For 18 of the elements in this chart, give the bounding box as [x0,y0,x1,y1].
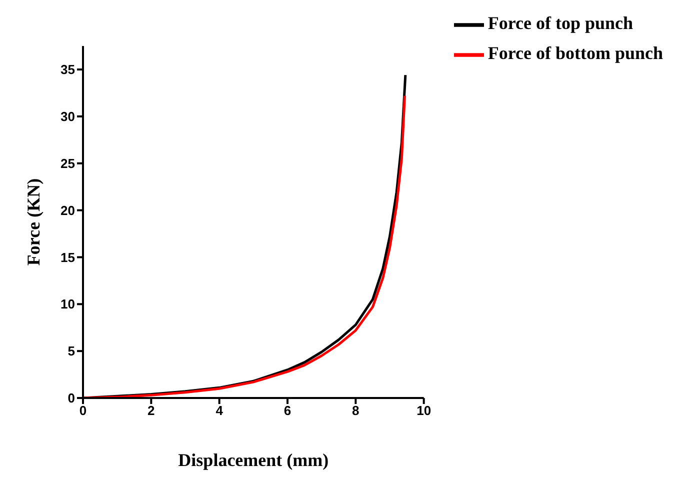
y-tick-label: 25 [60,156,75,171]
x-tick-label: 2 [148,403,155,418]
x-tick-label: 0 [79,403,87,418]
y-tick-label: 5 [68,344,75,359]
x-axis-title: Displacement (mm) [178,450,329,470]
y-tick-label: 15 [60,250,75,265]
x-tick-label: 4 [216,403,224,418]
legend-label: Force of bottom punch [488,43,663,64]
x-tick-label: 6 [284,403,292,418]
x-tick-label: 8 [352,403,360,418]
y-axis-title: Force (KN) [23,178,44,266]
y-tick-label: 10 [60,296,75,312]
y-tick-label: 0 [68,390,75,406]
y-tick-label: 20 [60,202,75,218]
y-tick-label: 30 [60,109,75,124]
y-tick-label: 35 [60,62,75,78]
x-tick-label: 10 [416,403,432,418]
legend-label: Force of top punch [488,13,633,34]
